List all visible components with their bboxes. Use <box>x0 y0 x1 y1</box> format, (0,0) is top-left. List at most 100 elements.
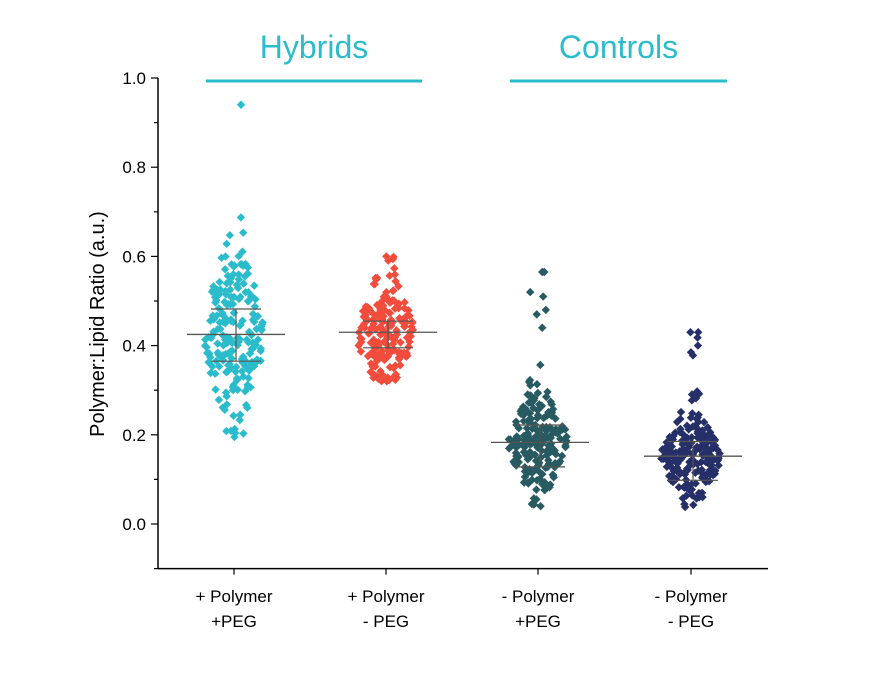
y-tick-label: 0.0 <box>122 515 146 534</box>
data-point <box>528 467 537 476</box>
data-point <box>209 315 218 324</box>
data-point <box>369 279 379 289</box>
data-point <box>258 318 267 327</box>
data-point <box>356 347 366 356</box>
data-point <box>697 467 706 477</box>
data-point <box>525 398 535 407</box>
data-point <box>520 467 530 476</box>
data-point <box>547 443 556 452</box>
data-point <box>693 459 702 469</box>
data-point <box>525 409 535 418</box>
data-point <box>238 357 248 367</box>
data-point <box>394 354 404 364</box>
data-point <box>699 443 709 452</box>
data-point <box>219 350 228 360</box>
data-point <box>251 295 260 304</box>
data-point <box>678 494 687 503</box>
data-point <box>391 361 400 370</box>
data-point <box>230 424 239 434</box>
data-point <box>372 273 382 283</box>
data-point <box>683 447 693 456</box>
data-point <box>694 410 703 419</box>
data-point <box>538 323 547 332</box>
data-point <box>248 344 257 354</box>
data-point <box>538 267 547 277</box>
data-point <box>661 447 671 457</box>
data-point <box>535 468 545 477</box>
data-point <box>668 477 678 487</box>
data-point <box>658 445 667 454</box>
data-point <box>366 367 375 377</box>
data-point <box>667 471 677 480</box>
data-point <box>704 431 713 440</box>
data-point <box>222 392 231 401</box>
data-point <box>544 459 554 468</box>
data-point <box>541 463 550 473</box>
data-point <box>688 422 698 431</box>
data-point <box>708 433 718 442</box>
data-point <box>701 477 710 487</box>
data-point <box>211 369 220 378</box>
data-point <box>253 335 263 344</box>
data-point <box>206 368 215 378</box>
data-point <box>511 461 521 470</box>
data-point <box>208 311 217 320</box>
data-point <box>712 455 722 465</box>
data-point <box>520 472 530 482</box>
data-point <box>676 407 686 417</box>
data-point <box>236 292 245 302</box>
data-point <box>689 500 698 510</box>
data-point <box>692 387 702 396</box>
data-point <box>698 492 707 502</box>
data-point <box>680 499 689 509</box>
data-point <box>227 260 236 269</box>
data-point <box>404 342 413 351</box>
data-point <box>218 331 228 340</box>
data-point <box>679 451 689 460</box>
data-point <box>383 373 392 382</box>
data-point <box>538 422 547 432</box>
data-point <box>688 491 697 500</box>
data-point <box>239 429 248 438</box>
y-tick-label: 0.2 <box>122 426 146 445</box>
data-point <box>665 432 674 442</box>
data-point <box>238 316 247 325</box>
data-point <box>220 297 229 307</box>
data-point <box>528 424 537 433</box>
data-point <box>202 348 212 358</box>
data-point <box>218 403 227 412</box>
data-point <box>680 470 690 479</box>
data-point <box>368 308 377 318</box>
data-point <box>215 318 224 327</box>
data-point <box>385 308 395 318</box>
data-point <box>226 315 236 324</box>
data-point <box>541 305 551 315</box>
data-point <box>529 494 539 503</box>
data-point <box>532 485 541 494</box>
data-point <box>670 453 679 463</box>
data-point <box>536 501 545 511</box>
y-tick-label: 1.0 <box>122 69 146 88</box>
data-point <box>672 417 682 427</box>
data-point <box>222 279 231 288</box>
data-point <box>665 459 675 469</box>
data-point <box>671 448 681 457</box>
data-point <box>526 434 535 444</box>
y-axis-title: Polymer:Lipid Ratio (a.u.) <box>87 211 109 437</box>
data-point <box>682 421 692 430</box>
data-point <box>672 463 682 472</box>
data-point <box>701 457 710 467</box>
data-point <box>233 283 243 293</box>
data-point <box>709 441 718 450</box>
data-point <box>682 491 691 501</box>
x-tick-label: + Polymer <box>348 587 425 606</box>
data-point <box>244 361 253 371</box>
data-point <box>396 338 405 347</box>
data-point <box>526 287 535 297</box>
data-point <box>551 450 561 459</box>
data-point <box>402 352 411 361</box>
data-point <box>523 455 532 464</box>
x-tick-label: +PEG <box>211 612 257 631</box>
data-point <box>388 339 398 349</box>
data-point <box>377 377 386 386</box>
